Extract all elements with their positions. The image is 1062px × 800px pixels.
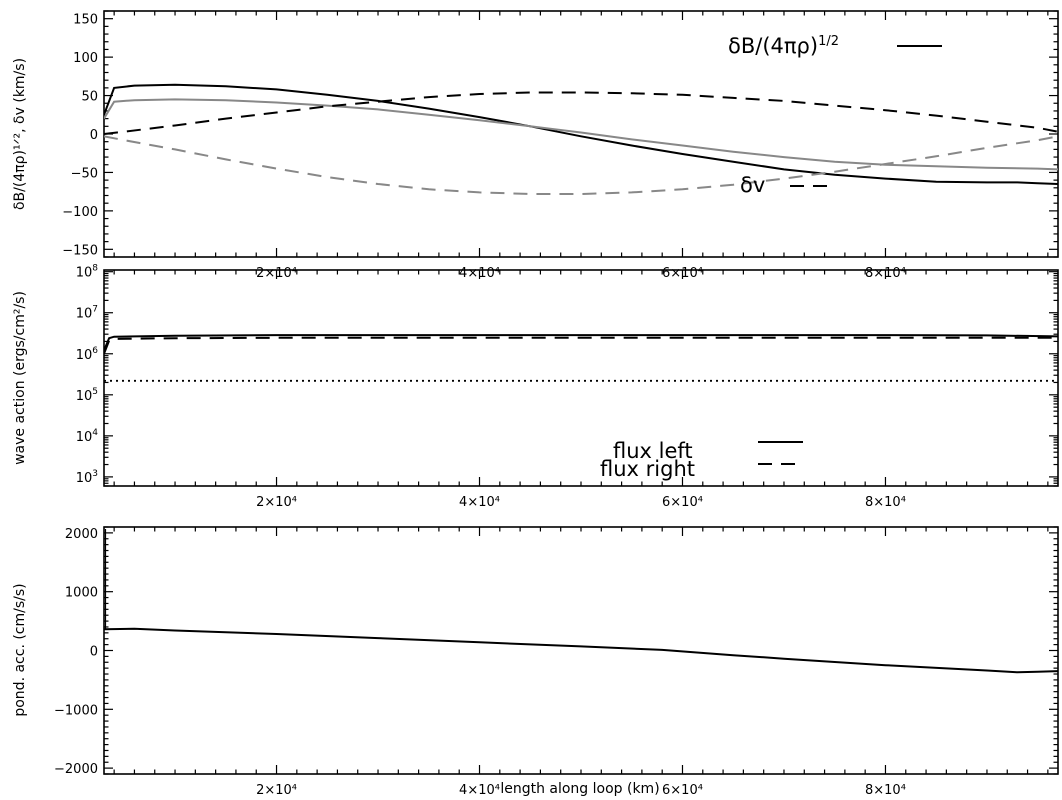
chart-panel-3: 2×10⁴ 4×10⁴ 6×10⁴ 8×10⁴ −2000 −1000 0 1000 2000 p… xyxy=(12,526,1059,798)
y-tick-label: 150 xyxy=(73,13,98,28)
y-tick-label: 1000 xyxy=(65,586,98,601)
y-tick-label: −150 xyxy=(62,243,98,258)
x-axis-label: length along loop (km) xyxy=(500,781,659,797)
plot-frame xyxy=(103,10,1059,258)
y-tick-label: 2000 xyxy=(65,527,98,542)
y-tick-label: 106 xyxy=(76,346,99,363)
y-tick-label: 0 xyxy=(90,645,98,660)
x-tick-label: 2×10⁴ xyxy=(256,495,297,510)
series-line-1 xyxy=(104,627,1058,674)
series-line-1 xyxy=(104,334,1058,351)
chart-panel-2: 2×10⁴ 4×10⁴ 6×10⁴ 8×10⁴ 103 104 105 106 107 108 wa… xyxy=(12,264,1059,510)
x-tick-label: 8×10⁴ xyxy=(865,783,906,798)
plot-frame xyxy=(103,526,1059,775)
legend-label: δB/(4πρ)1/2 xyxy=(728,34,839,58)
y-tick-label: 100 xyxy=(73,51,98,66)
y-tick-label: −100 xyxy=(62,205,98,220)
series-line-3 xyxy=(104,91,1058,135)
y-tick-label: 104 xyxy=(76,428,99,445)
y-tick-label: 0 xyxy=(90,128,98,143)
panels: 2×10⁴ 4×10⁴ 6×10⁴ 8×10⁴ −150 −100 −50 0 50 100 150… xyxy=(12,10,1059,798)
y-tick-label: 50 xyxy=(81,90,98,105)
legend-label: flux left xyxy=(613,439,693,463)
y-tick-label: 107 xyxy=(76,305,98,322)
y-tick-label: −50 xyxy=(71,166,98,181)
y-axis-label: pond. acc. (cm/s/s) xyxy=(12,583,28,716)
y-axis-label: wave action (ergs/cm²/s) xyxy=(12,291,28,465)
legend-label: flux right xyxy=(600,457,695,481)
legend-label: δv xyxy=(740,173,765,197)
series-line-4 xyxy=(104,135,1058,195)
y-tick-label: −1000 xyxy=(54,703,98,718)
plot-frame xyxy=(103,269,1059,487)
chart-panel-1: 2×10⁴ 4×10⁴ 6×10⁴ 8×10⁴−150−100−50050100150… xyxy=(12,10,1059,281)
x-tick-label: 6×10⁴ xyxy=(662,783,703,798)
y-tick-label: −2000 xyxy=(54,762,98,777)
series-line-2 xyxy=(104,336,1058,355)
x-tick-label: 4×10⁴ xyxy=(459,783,500,798)
y-tick-label: 105 xyxy=(76,387,98,404)
y-axis-label: δB/(4πρ)¹ᐟ², δv (km/s) xyxy=(12,58,28,210)
series-line-1 xyxy=(104,83,1058,185)
x-tick-label: 8×10⁴ xyxy=(865,495,906,510)
y-tick-label: 108 xyxy=(76,264,99,281)
x-tick-label: 6×10⁴ xyxy=(662,495,703,510)
x-tick-label: 2×10⁴ xyxy=(256,783,297,798)
x-tick-label: 4×10⁴ xyxy=(459,495,500,510)
y-tick-label: 103 xyxy=(76,469,98,486)
series-line-2 xyxy=(104,98,1058,171)
